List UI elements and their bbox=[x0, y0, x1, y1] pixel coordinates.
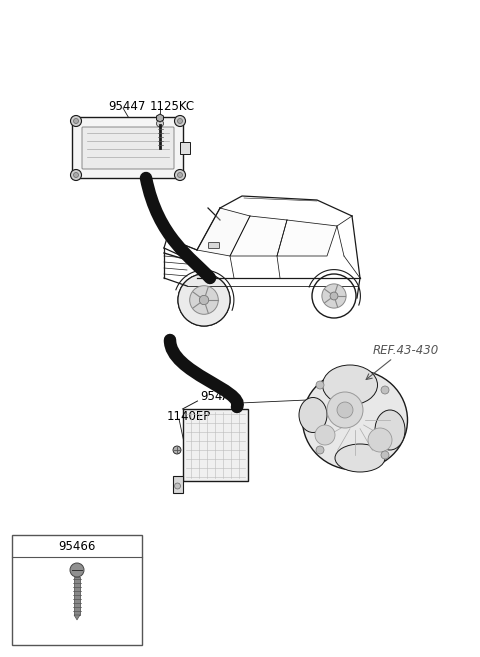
Bar bbox=[74, 577, 80, 615]
FancyBboxPatch shape bbox=[208, 242, 219, 248]
Circle shape bbox=[175, 170, 185, 181]
FancyBboxPatch shape bbox=[180, 142, 190, 154]
Circle shape bbox=[337, 402, 353, 418]
Circle shape bbox=[330, 292, 338, 300]
Text: 954A2: 954A2 bbox=[200, 390, 238, 403]
Circle shape bbox=[316, 446, 324, 454]
Circle shape bbox=[71, 170, 82, 181]
Ellipse shape bbox=[302, 370, 408, 470]
Text: 95466: 95466 bbox=[58, 541, 96, 553]
Text: 1125KC: 1125KC bbox=[150, 99, 195, 112]
Circle shape bbox=[322, 284, 346, 308]
Bar bbox=[12, 535, 142, 645]
Ellipse shape bbox=[335, 444, 385, 472]
Circle shape bbox=[312, 274, 356, 318]
Circle shape bbox=[175, 116, 185, 127]
Circle shape bbox=[368, 428, 392, 452]
FancyBboxPatch shape bbox=[182, 409, 248, 481]
Circle shape bbox=[190, 286, 218, 314]
FancyBboxPatch shape bbox=[72, 118, 183, 179]
Circle shape bbox=[175, 483, 180, 489]
Circle shape bbox=[73, 173, 79, 177]
Circle shape bbox=[199, 295, 209, 305]
Circle shape bbox=[71, 116, 82, 127]
Circle shape bbox=[381, 451, 389, 459]
Text: REF.43-430: REF.43-430 bbox=[373, 344, 439, 357]
Circle shape bbox=[156, 120, 164, 127]
Polygon shape bbox=[74, 615, 80, 620]
Circle shape bbox=[70, 563, 84, 577]
Circle shape bbox=[173, 446, 181, 454]
Circle shape bbox=[178, 274, 230, 326]
Circle shape bbox=[178, 118, 182, 124]
Polygon shape bbox=[277, 220, 337, 256]
Polygon shape bbox=[156, 114, 164, 122]
FancyBboxPatch shape bbox=[82, 127, 174, 169]
Ellipse shape bbox=[323, 365, 377, 405]
Polygon shape bbox=[197, 208, 250, 256]
Text: 95447: 95447 bbox=[108, 99, 145, 112]
Circle shape bbox=[327, 392, 363, 428]
Circle shape bbox=[316, 381, 324, 389]
Circle shape bbox=[178, 173, 182, 177]
Ellipse shape bbox=[299, 397, 327, 432]
Polygon shape bbox=[172, 476, 182, 493]
Ellipse shape bbox=[178, 274, 230, 326]
Circle shape bbox=[73, 118, 79, 124]
Circle shape bbox=[315, 425, 335, 445]
Text: 1140EP: 1140EP bbox=[167, 411, 211, 424]
Ellipse shape bbox=[375, 410, 405, 450]
Circle shape bbox=[381, 386, 389, 394]
Polygon shape bbox=[230, 216, 287, 256]
